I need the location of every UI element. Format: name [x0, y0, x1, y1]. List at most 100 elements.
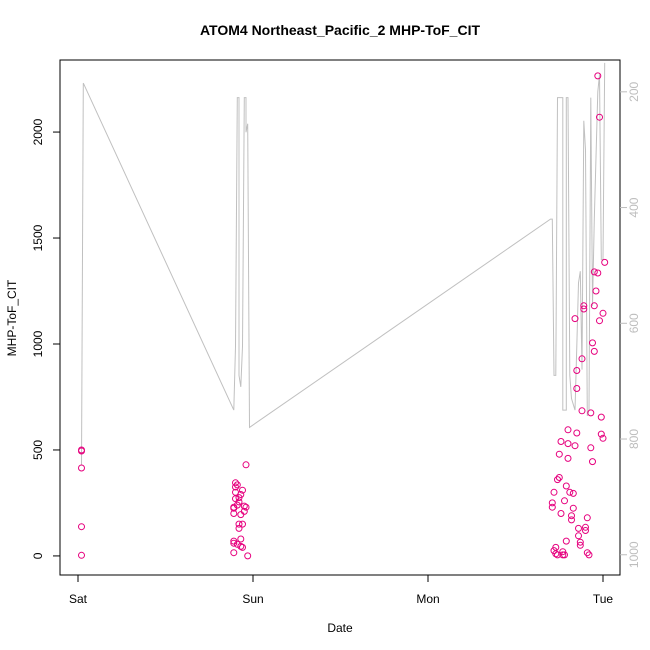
data-point: [235, 498, 243, 506]
data-point: [552, 543, 560, 551]
data-point: [587, 444, 595, 452]
y-tick-label: 1000: [31, 330, 45, 357]
y2-tick-label: 400: [627, 197, 641, 217]
data-point: [599, 309, 607, 317]
data-point: [597, 413, 605, 421]
data-point: [237, 491, 245, 498]
y2-tick-label: 200: [627, 81, 641, 101]
data-point: [571, 315, 579, 323]
data-point: [566, 488, 574, 496]
data-point: [580, 305, 588, 313]
data-point: [240, 502, 248, 510]
data-point: [239, 543, 246, 551]
data-point: [78, 551, 85, 559]
y-axis: 0 500 1000 1500 2000: [31, 118, 60, 559]
data-point: [564, 426, 572, 434]
secondary-series-line: [81, 62, 606, 466]
data-point: [573, 429, 581, 437]
data-point: [576, 538, 584, 546]
data-point: [569, 489, 577, 497]
data-point: [235, 520, 243, 528]
data-point: [232, 483, 239, 491]
data-point: [557, 510, 565, 517]
data-point: [233, 540, 241, 548]
data-point: [240, 507, 248, 515]
data-point: [554, 551, 561, 559]
data-point: [568, 512, 575, 520]
data-point: [590, 302, 598, 310]
secondary-series: [81, 62, 606, 466]
data-point: [78, 523, 85, 531]
data-point: [550, 488, 558, 496]
data-point: [580, 302, 588, 310]
y-axis-label: MHP-ToF_CIT: [5, 279, 19, 356]
data-point: [578, 355, 586, 363]
scatter-series: [78, 72, 609, 560]
data-point: [235, 524, 243, 532]
data-point: [239, 520, 246, 528]
data-point: [242, 461, 250, 469]
data-point: [554, 476, 561, 484]
x-tick-label: Tue: [593, 592, 614, 606]
data-point: [589, 339, 596, 347]
data-point: [555, 450, 563, 458]
data-point: [230, 503, 238, 511]
data-point: [571, 442, 579, 450]
y2-axis: 200 400 600 800 1000: [620, 81, 641, 568]
x-tick-label: Mon: [416, 592, 439, 606]
data-point: [583, 549, 591, 557]
y-tick-label: 1500: [31, 224, 45, 251]
data-point: [242, 503, 250, 511]
data-point: [232, 479, 239, 487]
data-point: [585, 551, 593, 559]
data-point: [597, 430, 605, 438]
data-point: [244, 552, 252, 560]
data-point: [548, 503, 556, 511]
data-point: [590, 268, 598, 276]
data-point: [583, 514, 591, 522]
data-point: [594, 269, 602, 277]
y-tick-label: 500: [31, 440, 45, 460]
data-point: [589, 458, 596, 466]
data-point: [548, 499, 556, 507]
data-point: [592, 287, 600, 295]
data-point: [78, 464, 85, 472]
data-point: [575, 524, 582, 532]
data-point: [561, 551, 568, 559]
data-point: [573, 367, 581, 374]
data-point: [601, 258, 609, 266]
data-point: [564, 454, 572, 462]
data-point: [78, 447, 85, 455]
data-point: [569, 504, 577, 512]
data-point: [573, 385, 581, 392]
data-point: [562, 537, 570, 545]
data-point: [594, 72, 602, 80]
data-point: [582, 523, 589, 531]
data-point: [568, 516, 575, 524]
data-point: [590, 347, 598, 355]
data-point: [582, 527, 589, 534]
data-point: [576, 541, 584, 549]
x-axis-label: Date: [327, 621, 353, 635]
data-point: [230, 549, 238, 557]
data-point: [578, 407, 586, 415]
data-point: [575, 532, 582, 540]
data-point: [596, 113, 603, 121]
data-point: [230, 539, 238, 547]
data-point: [596, 317, 603, 325]
data-point: [237, 542, 245, 550]
data-point: [587, 409, 595, 417]
data-point: [557, 438, 565, 445]
y-tick-label: 2000: [31, 118, 45, 145]
data-point: [233, 481, 241, 489]
data-point: [239, 486, 246, 494]
y-tick-label: 0: [31, 552, 45, 559]
x-axis: Sat Sun Mon Tue: [69, 575, 613, 606]
data-point: [562, 482, 570, 490]
data-point: [555, 474, 563, 481]
plot-area: [59, 59, 621, 576]
x-tick-label: Sat: [69, 592, 88, 606]
y2-tick-label: 800: [627, 429, 641, 449]
data-point: [599, 434, 607, 442]
